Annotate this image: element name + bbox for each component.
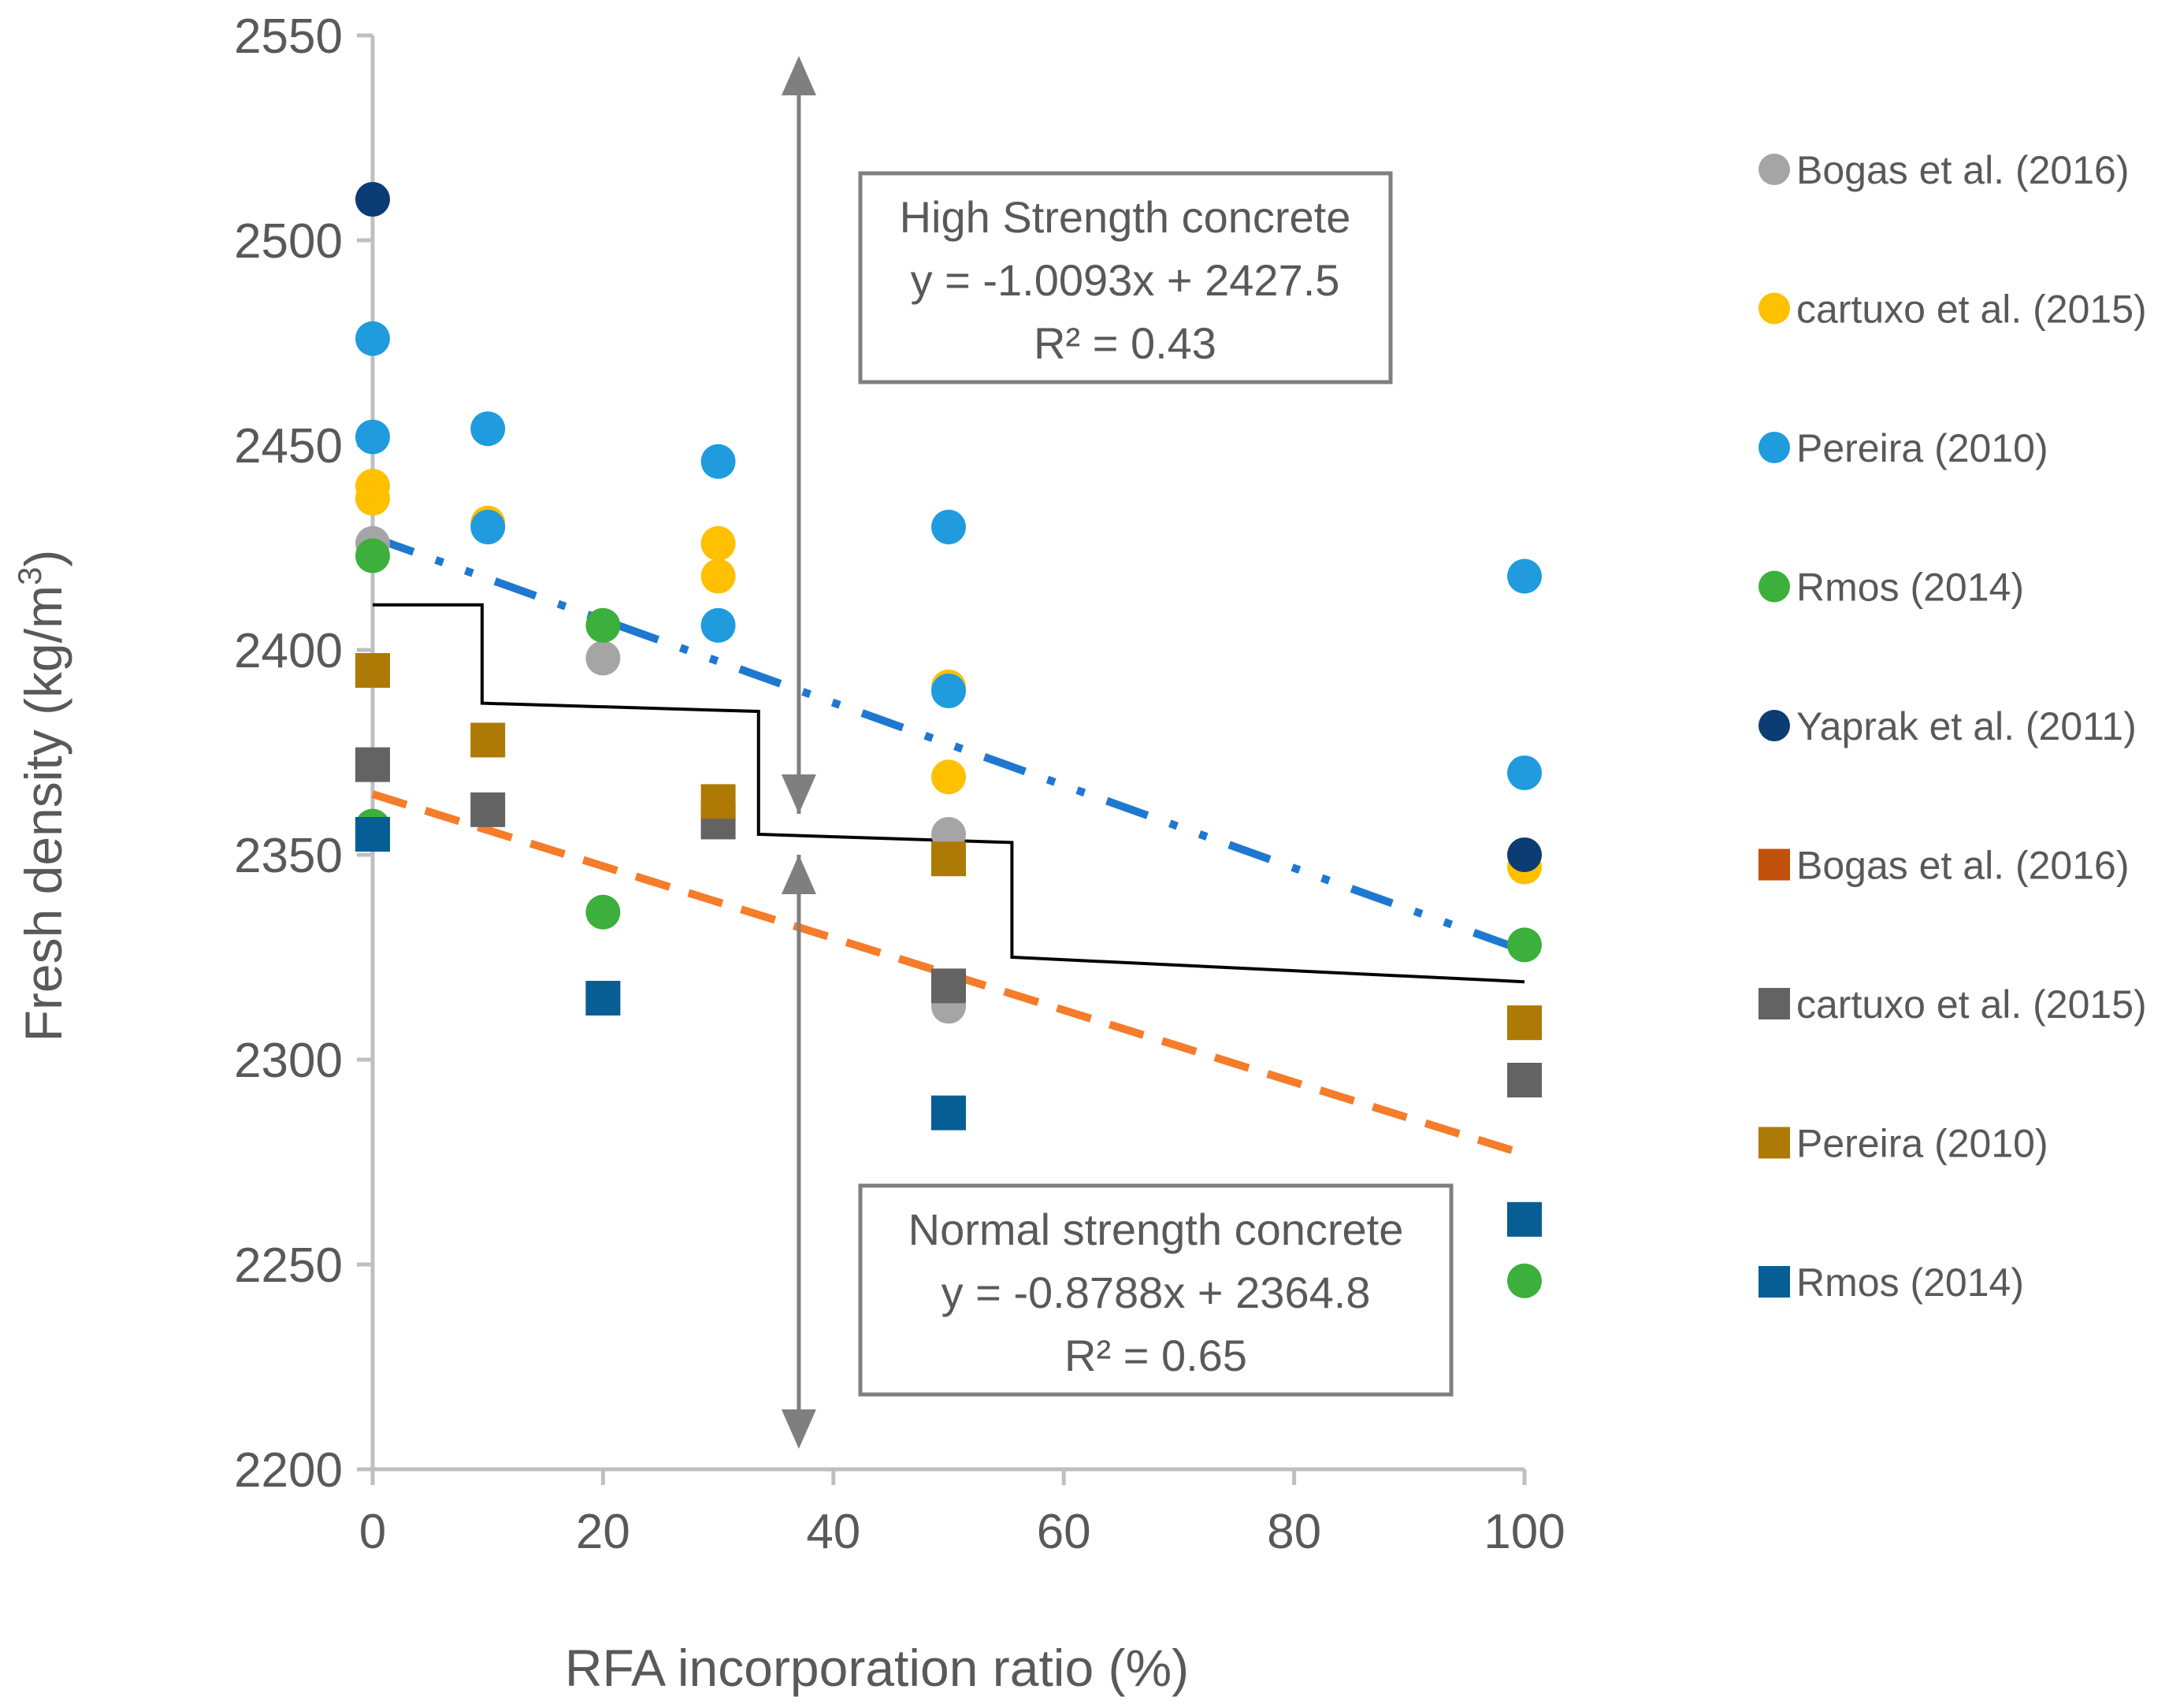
- data-point: [1507, 837, 1542, 872]
- range-arrow-head: [781, 56, 816, 95]
- x-tick-label: 60: [1037, 1505, 1091, 1559]
- data-point: [355, 538, 390, 574]
- normal-strength-equation: y = -0.8788x + 2364.8: [941, 1268, 1371, 1317]
- legend-marker: [1758, 154, 1790, 185]
- legend-label: Rmos (2014): [1796, 1261, 2024, 1305]
- legend-marker: [1758, 988, 1790, 1019]
- high-strength-equation: y = -1.0093x + 2427.5: [911, 255, 1340, 305]
- data-point: [931, 759, 966, 795]
- data-point: [470, 510, 506, 544]
- x-tick-label: 20: [576, 1505, 630, 1559]
- normal-strength-annotation: Normal strength concrete y = -0.8788x + …: [858, 1183, 1454, 1397]
- data-point: [1507, 559, 1542, 594]
- data-point: [700, 525, 736, 561]
- tick-labels: 2200 2250 2300 2350 2400 2450 2500 2550 0 20 40 60 8…: [234, 9, 1565, 1559]
- data-point: [355, 653, 390, 688]
- data-point: [931, 968, 966, 1004]
- data-point: [931, 841, 966, 877]
- legend-label: Bogas et al. (2016): [1796, 148, 2130, 192]
- legend-label: cartuxo et al. (2015): [1796, 982, 2147, 1027]
- y-axis-title-main: Fresh density (kg/m: [14, 585, 72, 1042]
- data-point: [355, 481, 390, 516]
- range-arrow-tail: [781, 774, 816, 814]
- normal-strength-r2: R² = 0.65: [1064, 1331, 1247, 1380]
- legend-label: Bogas et al. (2016): [1796, 844, 2130, 888]
- legend-marker: [1758, 570, 1790, 603]
- y-tick-label: 2200: [234, 1443, 343, 1498]
- data-point: [585, 894, 621, 930]
- data-point: [931, 1095, 966, 1131]
- x-tick-label: 80: [1267, 1505, 1321, 1559]
- legend-marker: [1758, 1127, 1790, 1159]
- data-point: [700, 784, 736, 819]
- data-point: [1507, 1005, 1542, 1041]
- data-point: [700, 444, 736, 479]
- legend-marker: [1758, 292, 1790, 325]
- high-strength-title: High Strength concrete: [900, 192, 1351, 242]
- step-line: [373, 603, 1525, 984]
- range-arrows: [781, 56, 816, 1449]
- y-tick-label: 2250: [234, 1238, 343, 1293]
- data-point: [1507, 1263, 1542, 1298]
- data-point: [1507, 1201, 1542, 1237]
- y-tick-label: 2500: [234, 214, 343, 269]
- y-axis-title-superscript: 3: [11, 567, 48, 585]
- legend-label: Rmos (2014): [1796, 566, 2024, 610]
- data-point: [1507, 1063, 1542, 1097]
- data-point: [931, 674, 966, 708]
- data-point: [470, 792, 506, 827]
- legend-label: Yaprak et al. (2011): [1796, 704, 2137, 748]
- trend-lines: [371, 533, 1526, 1158]
- normal-strength-title: Normal strength concrete: [908, 1205, 1404, 1254]
- x-tick-label: 0: [359, 1505, 386, 1559]
- legend-label: Pereira (2010): [1796, 426, 2048, 470]
- y-tick-label: 2400: [234, 624, 343, 678]
- y-tick-label: 2550: [234, 9, 343, 64]
- y-tick-label: 2300: [234, 1034, 343, 1088]
- high-strength-annotation: High Strength concrete y = -1.0093x + 24…: [858, 171, 1393, 384]
- data-point: [470, 722, 506, 758]
- data-point: [355, 182, 390, 217]
- data-points: [355, 182, 1542, 1298]
- x-tick-label: 100: [1484, 1505, 1565, 1559]
- data-point: [585, 640, 621, 676]
- y-tick-label: 2450: [234, 419, 343, 473]
- legend-marker: [1758, 710, 1790, 741]
- legend-label: cartuxo et al. (2015): [1796, 288, 2147, 332]
- x-axis-title: RFA incorporation ratio (%): [565, 1639, 1189, 1697]
- data-point: [355, 817, 390, 852]
- data-point: [700, 559, 736, 594]
- legend-marker: [1758, 432, 1790, 463]
- data-point: [585, 981, 621, 1016]
- range-arrow-tail: [781, 855, 816, 894]
- y-axis-title: Fresh density (kg/m3): [11, 550, 72, 1042]
- data-point: [355, 419, 390, 455]
- data-point: [470, 411, 506, 447]
- data-point: [700, 607, 736, 643]
- data-point: [355, 321, 390, 356]
- y-tick-label: 2350: [234, 829, 343, 883]
- high-strength-r2: R² = 0.43: [1034, 318, 1216, 368]
- data-point: [585, 607, 621, 643]
- data-point: [1507, 756, 1542, 790]
- x-tick-label: 40: [806, 1505, 860, 1559]
- y-axis-title-close: ): [14, 550, 72, 567]
- trendline: [371, 533, 1526, 955]
- data-point: [1507, 927, 1542, 963]
- data-point: [355, 747, 390, 782]
- legend-marker: [1758, 848, 1790, 881]
- legend-marker: [1758, 1266, 1790, 1298]
- range-arrow-head: [781, 1409, 816, 1449]
- data-point: [931, 510, 966, 544]
- legend: Bogas et al. (2016) cartuxo et al. (2015)…: [1758, 148, 2147, 1305]
- legend-label: Pereira (2010): [1796, 1122, 2048, 1166]
- trendline: [371, 790, 1526, 1158]
